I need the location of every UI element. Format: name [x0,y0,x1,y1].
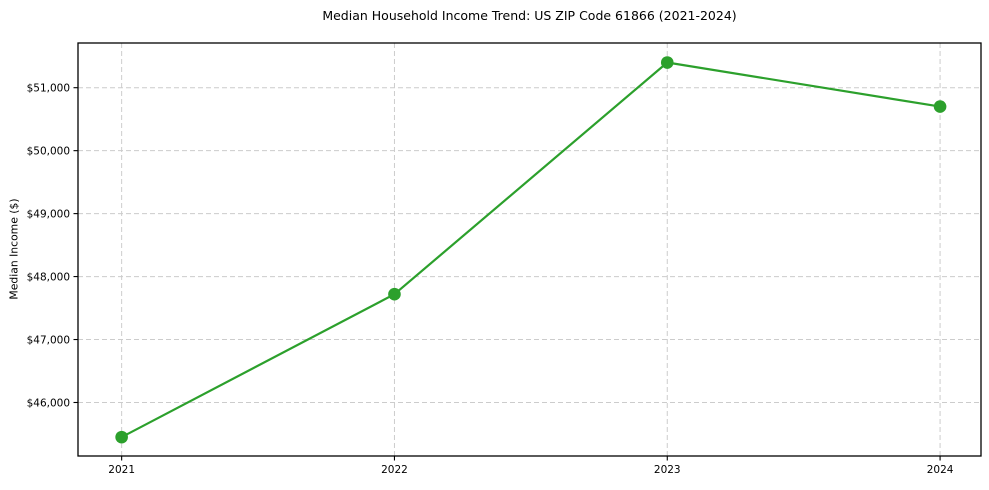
y-tick-label: $51,000 [27,82,70,94]
y-tick-label: $49,000 [27,208,70,220]
y-tick-label: $50,000 [27,145,70,157]
data-line [120,61,942,439]
y-tick-label: $47,000 [27,334,70,346]
data-point [660,56,674,69]
data-point [115,430,128,444]
data-point [388,287,401,301]
y-tick-label: $46,000 [27,397,70,409]
x-tick-label: 2022 [381,464,408,476]
x-tick-label: 2023 [654,464,681,476]
plot-border [77,42,982,457]
x-tick-label: 2024 [927,464,954,476]
chart-title: Median Household Income Trend: US ZIP Co… [322,8,737,23]
x-tick-label: 2021 [108,464,135,476]
y-tick-label: $48,000 [27,271,70,283]
data-point [933,100,947,113]
